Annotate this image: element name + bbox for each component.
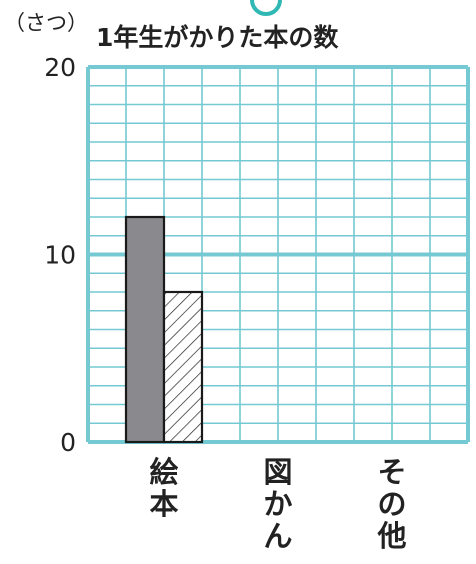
unit-label: （さつ） [4, 11, 88, 35]
bars [124, 215, 204, 444]
bar-hatched-0 [162, 290, 204, 444]
category-label-char: 他 [376, 519, 406, 553]
category-label-char: ん [263, 519, 292, 553]
circle-badge-fragment [250, 0, 282, 16]
category-label-char: そ [377, 455, 406, 489]
category-label-char: 本 [149, 487, 178, 521]
category-label-char: 絵 [149, 455, 178, 489]
category-label: その他 [376, 455, 406, 553]
chart-title: 1年生がかりた本の数 [96, 23, 339, 52]
x-axis-categories: 絵本 図かん その他 [149, 455, 406, 553]
category-label-char: の [377, 487, 406, 521]
category-label-char: 図 [263, 455, 292, 489]
category-label: 図かん [263, 455, 292, 553]
bar-gray-0 [124, 215, 166, 444]
y-tick-label: 0 [60, 428, 76, 457]
category-label-char: か [263, 487, 292, 521]
y-axis-ticks: 0 10 20 [44, 53, 76, 457]
category-label: 絵本 [149, 455, 178, 521]
y-tick-label: 20 [44, 53, 76, 82]
y-tick-label: 10 [44, 241, 76, 270]
